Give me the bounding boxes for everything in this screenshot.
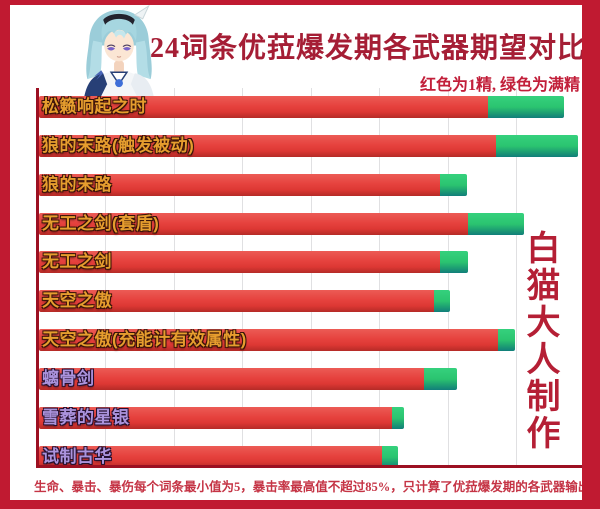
bar-row: 试制古华 bbox=[39, 445, 398, 468]
bar-label: 雪葬的星银 bbox=[42, 407, 130, 427]
gridline bbox=[174, 88, 175, 466]
bar-segment-r5 bbox=[496, 134, 578, 157]
bar-row: 螭骨剑 bbox=[39, 367, 457, 390]
bar-segment-r5 bbox=[488, 96, 564, 118]
gridline bbox=[516, 88, 517, 466]
gridline bbox=[242, 88, 243, 466]
bar-segment-r5 bbox=[440, 173, 467, 196]
bar-row: 松籁响起之时 bbox=[39, 96, 564, 118]
bar-label: 试制古华 bbox=[42, 446, 112, 466]
x-axis-line bbox=[36, 465, 583, 468]
gridline bbox=[105, 88, 106, 466]
bar-row: 天空之傲 bbox=[39, 290, 450, 313]
bar-segment-r1 bbox=[39, 212, 468, 235]
bar-row: 无工之剑(套盾) bbox=[39, 212, 524, 235]
bar-row: 无工之剑 bbox=[39, 251, 468, 274]
bar-label: 螭骨剑 bbox=[42, 368, 95, 388]
gridline bbox=[448, 88, 449, 466]
bar-segment-r5 bbox=[382, 445, 398, 468]
bar-row: 雪葬的星银 bbox=[39, 406, 404, 429]
bar-label: 狼的末路(触发被动) bbox=[42, 135, 195, 155]
bar-segment-r1 bbox=[39, 134, 496, 157]
bar-label: 无工之剑(套盾) bbox=[42, 213, 160, 233]
bar-row: 天空之傲(充能计有效属性) bbox=[39, 329, 515, 352]
page-title: 24词条优菈爆发期各武器期望对比 bbox=[150, 33, 587, 64]
bar-segment-r1 bbox=[39, 367, 424, 390]
bar-segment-r1 bbox=[39, 406, 392, 429]
bar-label: 无工之剑 bbox=[42, 252, 112, 272]
bar-label: 天空之傲 bbox=[42, 291, 112, 311]
footnote-text: 生命、暴击、暴伤每个词条最小值为5，暴击率最高值不超过85%，只计算了优菈爆发期… bbox=[34, 480, 600, 494]
bar-segment-r1 bbox=[39, 173, 440, 196]
bar-label: 松籁响起之时 bbox=[42, 97, 147, 116]
bar-segment-r5 bbox=[440, 251, 468, 274]
bar-segment-r1 bbox=[39, 251, 440, 274]
gridline bbox=[379, 88, 380, 466]
bar-segment-r1 bbox=[39, 290, 434, 313]
bar-label: 天空之傲(充能计有效属性) bbox=[42, 330, 247, 350]
bar-segment-r5 bbox=[424, 367, 457, 390]
bar-segment-r1 bbox=[39, 329, 498, 352]
bar-row: 狼的末路 bbox=[39, 173, 467, 196]
eula-avatar bbox=[84, 5, 154, 96]
bar-row: 狼的末路(触发被动) bbox=[39, 134, 578, 157]
y-axis-line bbox=[36, 88, 39, 468]
bar-segment-r5 bbox=[434, 290, 450, 313]
gridline bbox=[311, 88, 312, 466]
bar-segment-r5 bbox=[392, 406, 404, 429]
bar-segment-r5 bbox=[498, 329, 515, 352]
bar-label: 狼的末路 bbox=[42, 174, 112, 194]
legend-note: 红色为1精, 绿色为满精 bbox=[419, 77, 580, 94]
bar-segment-r1 bbox=[39, 96, 488, 118]
bar-segment-r1 bbox=[39, 445, 382, 468]
bar-segment-r5 bbox=[468, 212, 524, 235]
watermark-text: 白猫大人制作 bbox=[521, 230, 558, 452]
